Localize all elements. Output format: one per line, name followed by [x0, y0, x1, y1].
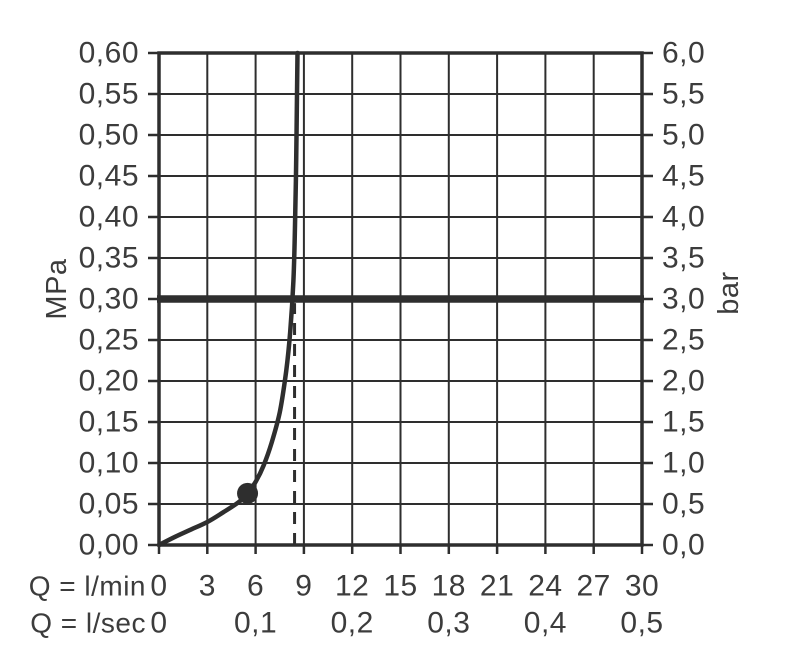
x-lmin-tick-label: 12	[335, 570, 369, 603]
y-right-tick-label: 1,5	[662, 406, 705, 439]
mpa-axis-unit-label: MPa	[41, 258, 73, 320]
y-right-tick-label: 4,5	[662, 160, 705, 193]
bar-axis-unit-label: bar	[713, 271, 745, 314]
operating-point-dot	[237, 482, 259, 504]
q-lsec-row-label: Q = l/sec	[30, 608, 146, 639]
x-lmin-tick-label: 24	[528, 570, 562, 603]
axis-ticks	[148, 51, 653, 554]
y-left-tick-label: 0,60	[79, 37, 139, 70]
y-left-tick-label: 0,35	[79, 242, 139, 275]
x-lsec-tick-labels: 0 0,1 0,2 0,3 0,4 0,5 Q = l/sec	[30, 607, 663, 640]
x-lmin-tick-label: 6	[247, 570, 264, 603]
x-lmin-tick-labels: 0 3 6 9 12 15 18 21 24 27 30 Q = l/min	[29, 570, 659, 603]
y-right-tick-label: 2,0	[662, 365, 705, 398]
y-right-tick-label: 6,0	[662, 37, 705, 70]
y-left-tick-label: 0,00	[79, 529, 139, 562]
x-lmin-tick-label: 0	[150, 570, 167, 603]
y-right-tick-label: 3,5	[662, 242, 705, 275]
x-lsec-tick-label: 0,2	[331, 607, 374, 640]
y-right-tick-label: 4,0	[662, 201, 705, 234]
y-right-tick-label: 2,5	[662, 324, 705, 357]
y-left-tick-label: 0,15	[79, 406, 139, 439]
q-lmin-row-label: Q = l/min	[29, 571, 146, 602]
x-lmin-tick-label: 9	[295, 570, 312, 603]
y-left-tick-label: 0,05	[79, 488, 139, 521]
x-lmin-tick-label: 15	[383, 570, 417, 603]
y-left-tick-label: 0,50	[79, 119, 139, 152]
y-right-tick-label: 3,0	[662, 283, 705, 316]
x-lmin-tick-label: 27	[577, 570, 611, 603]
y-right-tick-labels: 6,0 5,5 5,0 4,5 4,0 3,5 3,0 2,5 2,0 1,5 1,0 0,5 0,0	[662, 37, 705, 562]
y-right-tick-label: 5,0	[662, 119, 705, 152]
y-right-tick-label: 5,5	[662, 78, 705, 111]
x-lmin-tick-label: 3	[199, 570, 216, 603]
x-lsec-tick-label: 0,4	[524, 607, 567, 640]
y-left-tick-label: 0,10	[79, 447, 139, 480]
y-left-tick-label: 0,25	[79, 324, 139, 357]
flow-pressure-curve	[156, 50, 300, 548]
y-left-tick-label: 0,40	[79, 201, 139, 234]
x-lsec-tick-label: 0,1	[234, 607, 277, 640]
y-left-tick-label: 0,55	[79, 78, 139, 111]
y-right-tick-label: 1,0	[662, 447, 705, 480]
y-right-tick-label: 0,5	[662, 488, 705, 521]
x-lmin-tick-label: 21	[480, 570, 514, 603]
y-left-tick-label: 0,20	[79, 365, 139, 398]
x-lsec-tick-label: 0	[150, 607, 167, 640]
grid	[159, 53, 642, 545]
y-left-tick-label: 0,45	[79, 160, 139, 193]
x-lsec-tick-label: 0,5	[620, 607, 663, 640]
x-lmin-tick-label: 18	[432, 570, 466, 603]
x-lmin-tick-label: 30	[625, 570, 659, 603]
y-left-tick-label: 0,30	[79, 283, 139, 316]
y-right-tick-label: 0,0	[662, 529, 705, 562]
x-lsec-tick-label: 0,3	[427, 607, 470, 640]
y-left-tick-labels: 0,60 0,55 0,50 0,45 0,40 0,35 0,30 0,25 0,20 0,15…	[79, 37, 139, 562]
